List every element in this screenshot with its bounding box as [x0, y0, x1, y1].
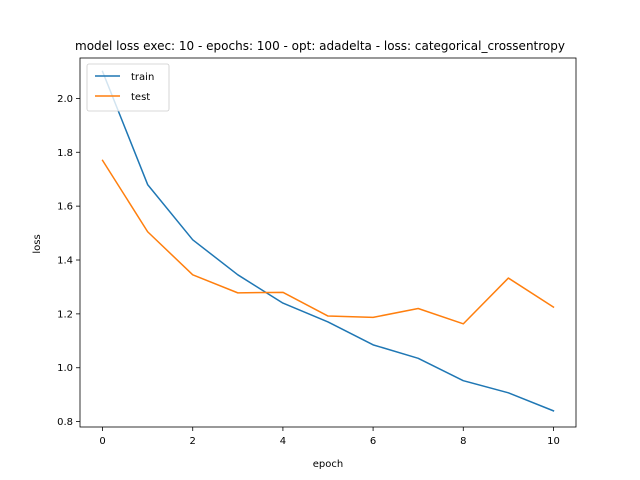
x-tick-label: 0 [99, 436, 105, 447]
y-tick-label: 0.8 [57, 417, 73, 428]
y-axis-label: loss [32, 234, 43, 253]
legend-label-test: test [131, 92, 150, 103]
x-tick-label: 2 [190, 436, 196, 447]
y-tick-label: 2.0 [57, 94, 73, 105]
legend-label-train: train [131, 72, 154, 83]
x-axis-label: epoch [313, 459, 343, 470]
series-line-test [101, 159, 555, 325]
x-tick-label: 10 [547, 436, 560, 447]
chart-title: model loss exec: 10 - epochs: 100 - opt:… [75, 39, 565, 53]
series-line-train [101, 70, 555, 412]
legend-box [86, 63, 170, 112]
y-tick-label: 1.2 [57, 309, 73, 320]
y-tick-label: 1.0 [57, 363, 73, 374]
y-tick-label: 1.4 [57, 256, 73, 267]
x-tick-label: 6 [370, 436, 376, 447]
y-tick-label: 1.6 [57, 202, 73, 213]
y-tick-label: 1.8 [57, 148, 73, 159]
x-tick-label: 8 [460, 436, 466, 447]
plot-area: 0 2 4 6 8 10 0.8 1.0 1.2 1.4 1.6 1.8 2.0 [57, 57, 577, 447]
axes-frame [79, 57, 577, 428]
legend: train test [86, 63, 170, 112]
x-tick-label: 4 [280, 436, 286, 447]
